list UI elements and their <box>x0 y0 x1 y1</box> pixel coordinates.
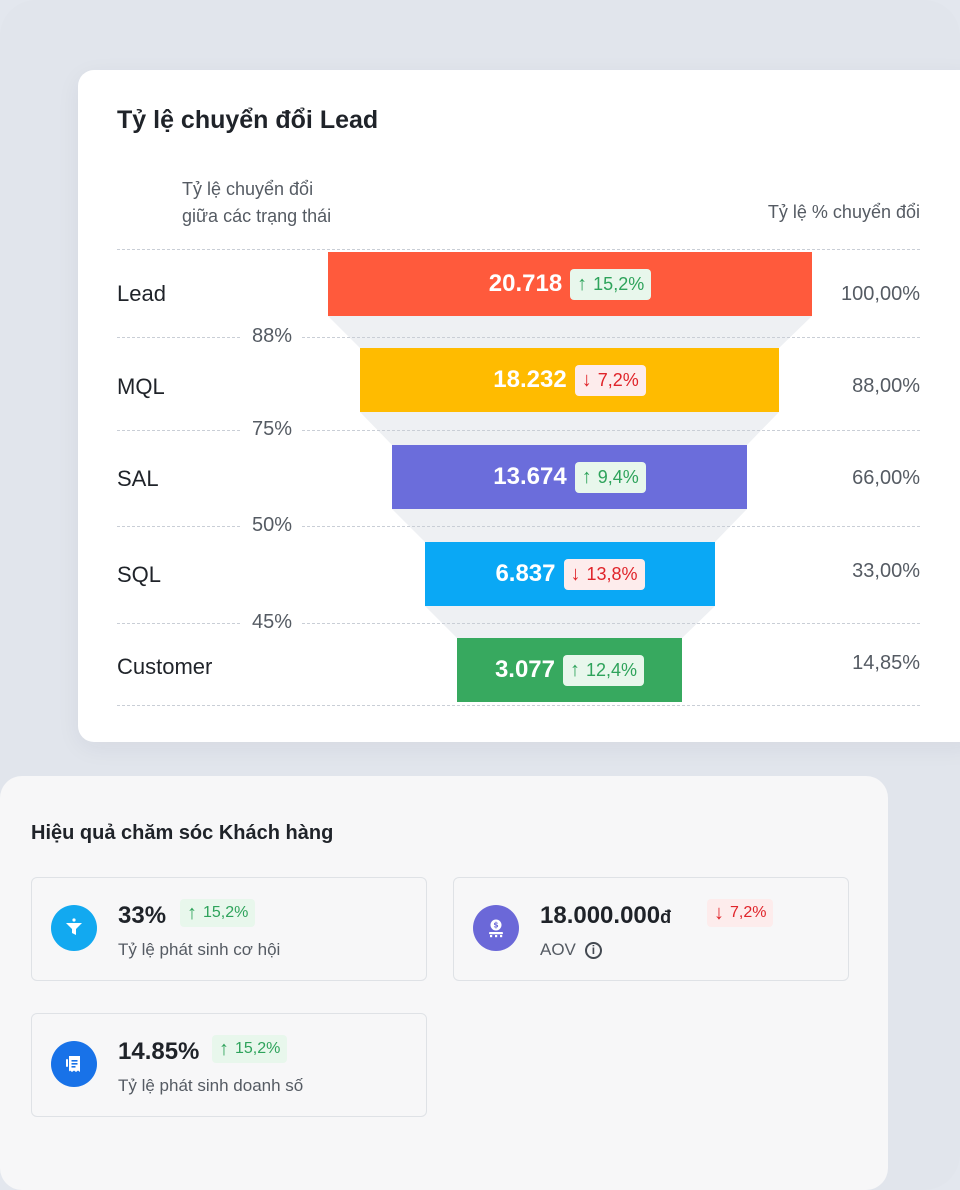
change-value: 9,4% <box>597 466 639 487</box>
kpi-value: 18.000.000đ <box>540 902 672 929</box>
change-badge: ↓ 7,2% <box>574 364 646 396</box>
row-divider <box>117 623 920 624</box>
between-stage-rate: 88% <box>242 325 302 348</box>
stage-label: MQL <box>117 374 165 399</box>
row-divider <box>117 705 920 706</box>
arrow-down-icon: ↓ <box>714 902 724 924</box>
change-value: 7,2% <box>597 369 639 390</box>
receipt-icon <box>51 1041 97 1087</box>
kpi-label: AOV i <box>540 940 602 960</box>
row-divider <box>117 430 920 431</box>
money-icon: $ <box>473 905 519 951</box>
stage-count: 18.232 <box>493 366 567 393</box>
funnel-bar: 6.837 ↓ 13,8% <box>425 542 715 606</box>
change-badge: ↑ 15,2% <box>570 268 652 300</box>
row-divider <box>117 526 920 527</box>
change-badge: ↑ 15,2% <box>180 899 256 927</box>
change-value: 12,4% <box>586 659 638 680</box>
stage-percent: 88,00% <box>852 375 920 397</box>
change-value: 15,2% <box>593 273 645 294</box>
arrow-up-icon: ↑ <box>219 1038 229 1060</box>
kpi-value: 33% <box>118 902 167 929</box>
funnel-bar: 20.718 ↑ 15,2% <box>328 252 812 316</box>
funnel-connectors <box>328 316 812 638</box>
funnel-bar: 3.077 ↑ 12,4% <box>457 638 682 702</box>
arrow-down-icon: ↓ <box>581 369 592 391</box>
funnel-title: Tỷ lệ chuyển đổi Lead <box>117 106 379 134</box>
stage-count: 6.837 <box>495 560 556 587</box>
customer-care-card: Hiệu quả chăm sóc Khách hàng 33% ↑ 15,2%… <box>0 776 888 1190</box>
kpi-card-aov: $ 18.000.000đ ↓ 7,2% AOV i <box>453 877 849 981</box>
stage-label: Customer <box>117 654 213 679</box>
kpi-card-revenue-rate: 14.85% ↑ 15,2% Tỷ lệ phát sinh doanh số <box>31 1013 427 1117</box>
arrow-up-icon: ↑ <box>570 659 580 681</box>
lead-conversion-card: Tỷ lệ chuyển đổi Lead Tỷ lệ chuyển đổi g… <box>78 70 960 742</box>
kpi-label: Tỷ lệ phát sinh doanh số <box>118 1076 304 1095</box>
stage-label: SAL <box>117 466 159 491</box>
between-stage-rate: 75% <box>242 418 302 441</box>
change-value: 13,8% <box>586 563 638 584</box>
arrow-up-icon: ↑ <box>577 273 588 295</box>
change-badge: ↓ 7,2% <box>707 899 774 927</box>
kpi-value: 14.85% <box>118 1038 200 1065</box>
kpi-card-opportunity-rate: 33% ↑ 15,2% Tỷ lệ phát sinh cơ hội <box>31 877 427 981</box>
between-stage-rate: 45% <box>242 611 302 634</box>
change-badge: ↓ 13,8% <box>563 558 645 590</box>
funnel-connector <box>425 606 715 638</box>
stage-count: 3.077 <box>494 656 555 683</box>
funnel-chart: 88% 75% 50% 45% Lead 20.718 ↑ 15,2% 100,00% MQL 18… <box>78 70 960 742</box>
svg-text:$: $ <box>493 921 498 930</box>
funnel-connector <box>360 412 779 445</box>
arrow-up-icon: ↑ <box>581 466 592 488</box>
arrow-up-icon: ↑ <box>187 902 197 924</box>
row-divider <box>117 337 920 338</box>
change-badge: ↑ 15,2% <box>212 1035 288 1063</box>
funnel-connector <box>328 316 812 348</box>
stage-percent: 66,00% <box>852 467 920 489</box>
between-stage-rate-header: Tỷ lệ chuyển đổi giữa các trạng thái <box>182 179 332 226</box>
between-stage-rate: 50% <box>242 514 302 537</box>
funnel-bar: 13.674 ↑ 9,4% <box>392 445 747 509</box>
row-divider <box>117 249 920 250</box>
funnel-connector <box>392 509 747 542</box>
stage-count: 20.718 <box>488 270 563 297</box>
conversion-percent-header: Tỷ lệ % chuyển đổi <box>767 202 920 222</box>
care-title: Hiệu quả chăm sóc Khách hàng <box>31 822 334 844</box>
stage-label: SQL <box>117 562 162 587</box>
stage-percent: 33,00% <box>852 560 920 582</box>
arrow-down-icon: ↓ <box>570 563 581 585</box>
info-icon[interactable]: i <box>584 941 602 959</box>
change-badge: ↑ 9,4% <box>574 461 646 493</box>
kpi-label: Tỷ lệ phát sinh cơ hội <box>118 940 281 959</box>
funnel-icon <box>51 905 97 951</box>
stage-percent: 14,85% <box>852 652 920 674</box>
stage-label: Lead <box>117 281 166 306</box>
change-badge: ↑ 12,4% <box>563 654 645 686</box>
funnel-bar: 18.232 ↓ 7,2% <box>360 348 779 412</box>
stage-percent: 100,00% <box>841 283 920 305</box>
stage-count: 13.674 <box>493 463 567 490</box>
